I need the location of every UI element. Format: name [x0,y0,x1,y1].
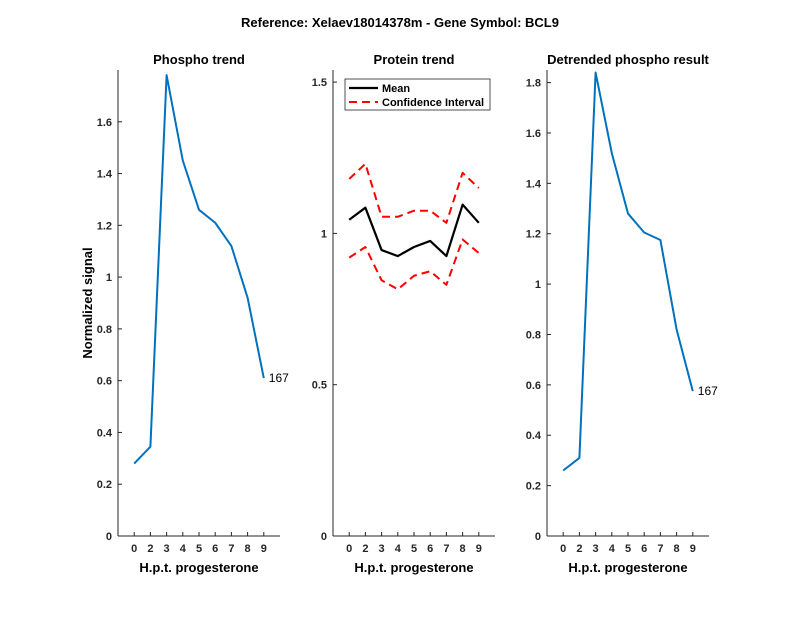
y-tick-label: 1.2 [97,220,112,232]
y-tick-label: 0.8 [97,324,112,336]
y-tick-label: 1.4 [526,178,542,190]
y-tick-label: 1 [106,272,112,284]
legend: Mean Confidence Interval [344,78,491,111]
end-label: 167 [269,371,289,385]
x-tick-label: 2 [147,543,153,555]
ci-upper-line [348,162,480,224]
x-tick-label: 0 [131,543,137,555]
panel-title: Protein trend [374,52,455,67]
y-tick-label: 0.2 [526,481,541,493]
panel-3: 0 2 3 4 5 6 7 8 900.20.40.60.811.21.41.61.8Detre… [526,52,718,575]
figure-title: Reference: Xelaev18014378m - Gene Symbol… [241,15,559,30]
y-tick-label: 1.6 [97,117,112,129]
x-tick-label: 3 [593,543,599,555]
y-axis-label: Normalized signal [80,247,95,358]
x-tick-label: 4 [180,543,187,555]
legend-mean-label: Mean [382,83,410,95]
series-line [562,71,694,472]
x-tick-label: 7 [443,543,449,555]
ci-lower-line [348,238,480,291]
y-tick-label: 0.8 [526,329,541,341]
x-tick-label: 8 [460,543,466,555]
series-line [133,74,265,465]
x-tick-label: 0 [346,543,352,555]
end-label: 167 [698,384,718,398]
panel-title: Phospho trend [153,52,245,67]
y-tick-label: 1 [535,279,541,291]
panel-title: Detrended phospho result [547,52,709,67]
x-tick-label: 8 [674,543,680,555]
y-tick-label: 0 [106,531,112,543]
x-tick-label: 3 [164,543,170,555]
y-tick-label: 0.6 [97,376,112,388]
y-tick-label: 1.6 [526,128,541,140]
x-tick-label: 0 [560,543,566,555]
x-tick-label: 5 [625,543,631,555]
x-tick-label: 7 [657,543,663,555]
x-tick-label: 9 [476,543,482,555]
x-tick-label: 6 [641,543,647,555]
y-tick-label: 1.5 [312,77,327,89]
x-tick-label: 3 [379,543,385,555]
y-tick-label: 1 [321,228,327,240]
x-tick-label: 9 [261,543,267,555]
y-tick-label: 0.5 [312,380,327,392]
x-tick-label: 4 [395,543,402,555]
x-axis-label: H.p.t. progesterone [354,560,473,575]
panel-1: 0 2 3 4 5 6 7 8 900.20.40.60.811.21.41.6Phospho … [80,52,289,575]
y-tick-label: 1.8 [526,78,541,90]
x-tick-label: 4 [609,543,616,555]
x-tick-label: 5 [411,543,417,555]
y-tick-label: 0.2 [97,479,112,491]
x-axis-label: H.p.t. progesterone [139,560,258,575]
mean-line [348,203,480,258]
y-tick-label: 1.4 [97,169,113,181]
x-tick-label: 5 [196,543,202,555]
y-tick-label: 1.2 [526,229,541,241]
y-tick-label: 0 [535,531,541,543]
x-tick-label: 6 [427,543,433,555]
x-tick-label: 2 [576,543,582,555]
x-tick-label: 6 [212,543,218,555]
y-tick-label: 0 [321,531,327,543]
y-tick-label: 0.4 [97,427,113,439]
x-tick-label: 8 [245,543,251,555]
legend-ci-label: Confidence Interval [382,97,484,109]
x-tick-label: 9 [690,543,696,555]
x-tick-label: 2 [362,543,368,555]
y-tick-label: 0.6 [526,380,541,392]
x-tick-label: 7 [228,543,234,555]
legend-box [344,78,491,111]
x-axis-label: H.p.t. progesterone [568,560,687,575]
y-tick-label: 0.4 [526,430,542,442]
